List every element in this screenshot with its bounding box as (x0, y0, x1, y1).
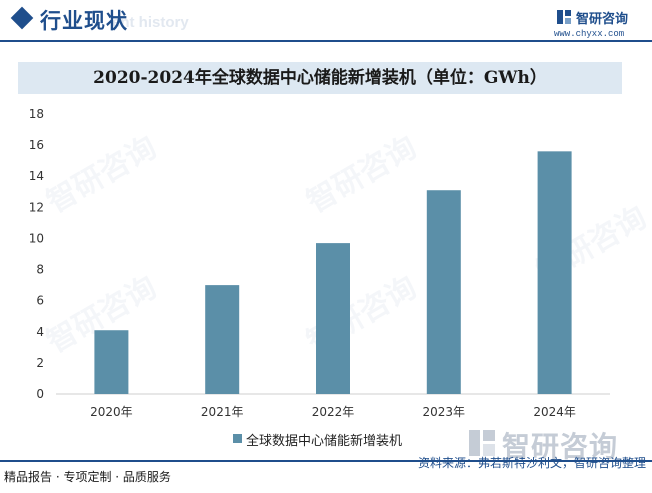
y-tick-label: 6 (36, 294, 44, 308)
watermark-logo-icon (469, 430, 495, 456)
bar (316, 243, 350, 394)
chart-title-band (18, 62, 622, 94)
logo-mark-icon (557, 10, 571, 24)
y-tick-label: 12 (29, 200, 44, 214)
data-source: 资料来源：弗若斯特沙利文，智研咨询整理 (417, 456, 646, 470)
y-tick-label: 10 (29, 231, 44, 245)
x-tick-label: 2024年 (533, 405, 576, 419)
bar (426, 190, 461, 394)
x-tick-label: 2021年 (201, 405, 244, 419)
y-tick-label: 8 (36, 263, 44, 277)
footer-divider (0, 460, 652, 462)
section-subtitle: ent history (112, 14, 189, 31)
y-tick-label: 2 (36, 356, 44, 370)
footer-tagline: 精品报告 · 专项定制 · 品质服务 (4, 470, 171, 484)
y-tick-label: 18 (29, 107, 44, 121)
bar (94, 330, 129, 394)
footer: 精品报告 · 专项定制 · 品质服务 资料来源：弗若斯特沙利文，智研咨询整理 (0, 456, 652, 493)
y-tick-label: 16 (29, 138, 44, 152)
x-tick-label: 2023年 (423, 405, 466, 419)
header: ent history 行业现状 智研咨询 www.chyxx.com (0, 0, 652, 40)
header-divider (0, 40, 652, 42)
logo: 智研咨询 www.chyxx.com (552, 6, 647, 40)
logo-url: www.chyxx.com (554, 29, 625, 39)
bar (537, 151, 572, 394)
y-tick-label: 0 (36, 387, 44, 401)
bar (205, 285, 240, 394)
watermark-text: 智研咨询 (502, 430, 619, 463)
x-tick-label: 2020年 (90, 405, 133, 419)
legend-label: 全球数据中心储能新增装机 (246, 434, 403, 449)
chart-title: 2020-2024年全球数据中心储能新增装机（单位：GWh） (93, 68, 547, 88)
y-tick-label: 4 (36, 325, 44, 339)
y-tick-label: 14 (29, 169, 44, 183)
x-tick-label: 2022年 (312, 405, 355, 419)
section-title: 行业现状 (40, 9, 128, 33)
legend-swatch (233, 434, 242, 443)
logo-text: 智研咨询 (576, 12, 629, 27)
